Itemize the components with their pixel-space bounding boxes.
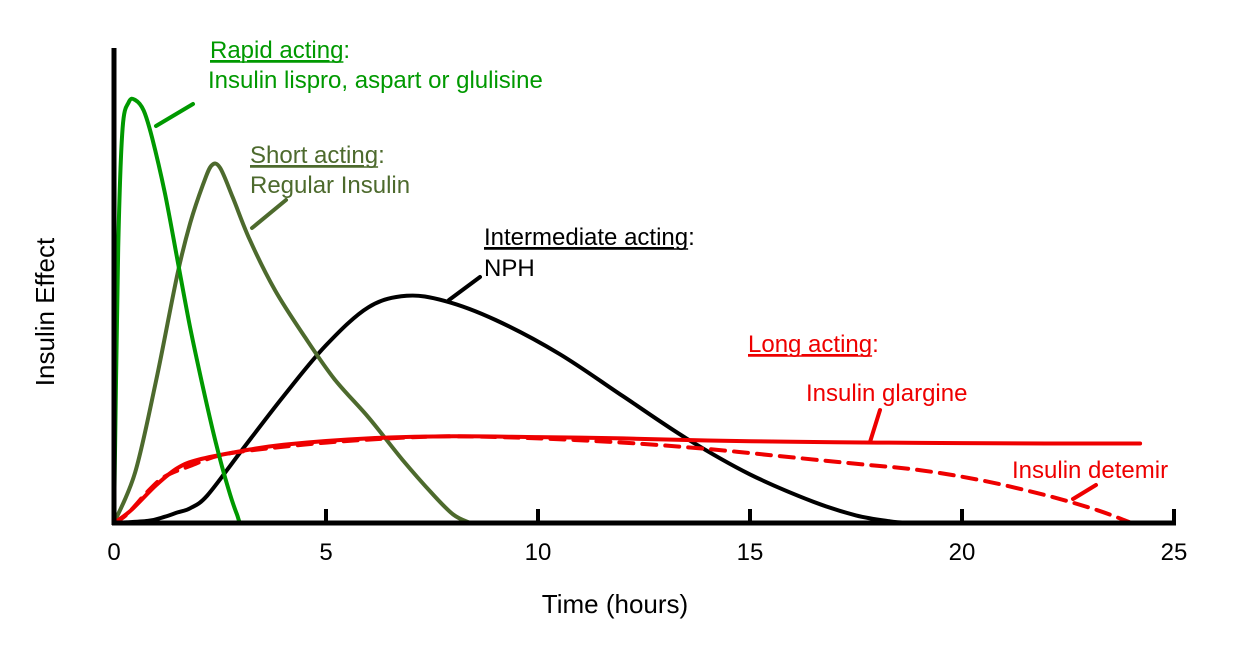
annotation-label-insulin-lispro-aspart-or-glulisine: Insulin lispro, aspart or glulisine (208, 67, 543, 94)
series-line-regular-insulin (112, 161, 473, 525)
annotations-layer: Rapid acting: Insulin lispro, aspart or g… (154, 37, 1168, 501)
axes-layer: 0 5 10 15 20 25 Time (hours) Insulin Effect (30, 48, 1187, 619)
x-tick-label: 5 (319, 539, 332, 566)
annotation-pointer-insulin-lispro-aspart-or-glulisine (154, 102, 195, 128)
annotation-label-insulin-glargine: Insulin glargine (806, 380, 967, 407)
x-axis-label: Time (hours) (542, 589, 688, 619)
annotation-pointer-regular-insulin (250, 198, 288, 230)
annotation-label-insulin-detemir: Insulin detemir (1012, 457, 1168, 484)
x-tick-label: 10 (525, 539, 552, 566)
series-line-insulin-lispro-aspart-or-glulisine (112, 96, 256, 526)
annotation-pointer-nph (447, 275, 482, 302)
series-line-insulin-detemir (112, 434, 1134, 525)
x-tick-label: 15 (737, 539, 764, 566)
annotation-heading-rapid-acting: Rapid acting: (210, 37, 350, 64)
annotation-heading-long-acting: Long acting: (748, 331, 879, 358)
annotation-heading-short-acting: Short acting: (250, 142, 385, 169)
annotation-heading-intermediate-acting: Intermediate acting: (484, 224, 695, 251)
annotation-pointer-insulin-detemir (1071, 483, 1098, 501)
x-tick-label: 0 (107, 539, 120, 566)
annotation-label-nph: NPH (484, 255, 535, 282)
y-axis-label: Insulin Effect (30, 237, 60, 386)
curves-layer (112, 96, 1143, 526)
series-line-nph (112, 293, 914, 525)
annotation-pointer-insulin-glargine (868, 408, 882, 444)
x-tick-label: 25 (1161, 539, 1188, 566)
annotation-label-regular-insulin: Regular Insulin (250, 172, 410, 199)
x-tick-label: 20 (949, 539, 976, 566)
